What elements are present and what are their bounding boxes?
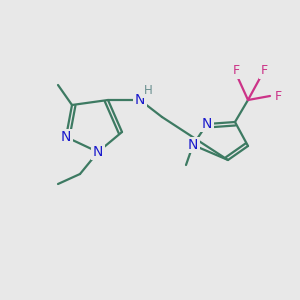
Text: N: N <box>61 130 71 144</box>
Text: H: H <box>144 83 152 97</box>
Text: N: N <box>188 138 198 152</box>
Text: F: F <box>260 64 268 77</box>
Text: N: N <box>202 117 212 131</box>
Text: N: N <box>135 93 145 107</box>
Text: N: N <box>93 145 103 159</box>
Text: F: F <box>232 64 240 77</box>
Text: F: F <box>274 89 282 103</box>
